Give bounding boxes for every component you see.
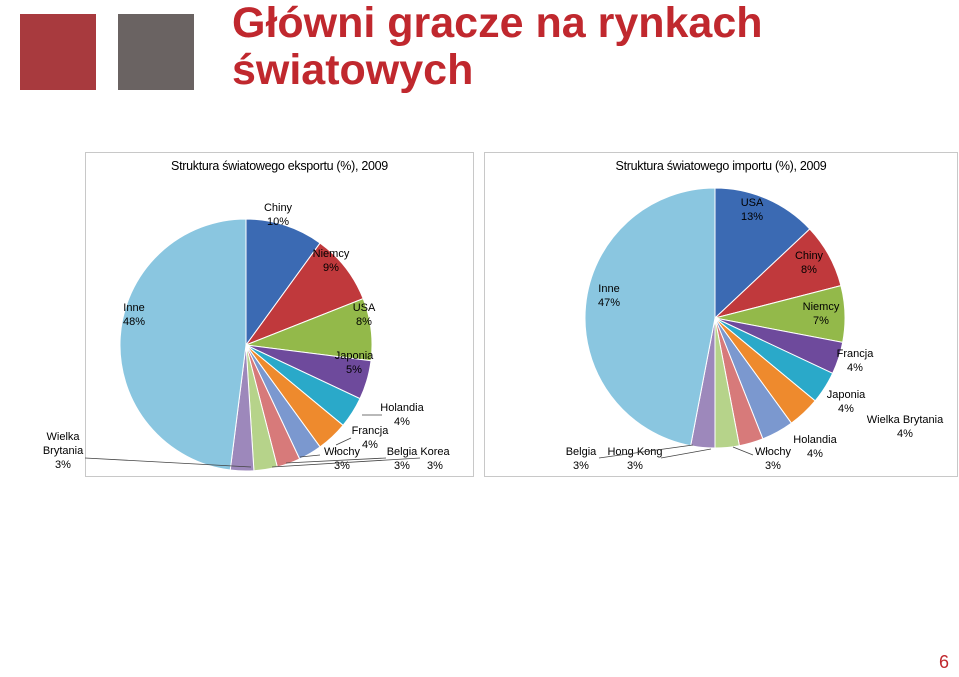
leader-line-hong-kong [660,448,712,459]
export-pie-chart: Chiny 10% Niemcy 9% USA 8% Japonia 5%Holandia 4%… [43,202,451,472]
pie-slice-inne [119,218,247,471]
import-pie-chart: USA 13%Chiny 8%Niemcy 7%Francja 4%Japonia 4%W… [566,187,944,472]
leader-line-belgia [285,457,387,464]
slice-label-holandia: Holandia 4% [793,434,837,460]
slice-label-japonia: Japonia 5% [335,350,374,376]
slice-label-chiny: Chiny 10% [264,202,293,228]
slice-label-usa: USA 8% [353,302,376,328]
slice-label-wielka-brytania: Wielka Brytania 3% [43,431,84,471]
slice-label-hong-kong: Hong Kong 3% [607,446,662,472]
slice-label-wlochy: Włochy 3% [324,446,361,472]
slice-label-inne: Inne 48% [123,302,145,328]
slice-label-inne: Inne 47% [598,283,620,309]
leader-line-wlochy [299,454,321,458]
slice-label-niemcy: Niemcy 7% [803,301,840,327]
leader-line-wlochy [732,446,754,456]
export-chart-panel: Struktura światowego eksportu (%), 2009 … [43,152,474,477]
export-chart-title: Struktura światowego eksportu (%), 2009 [171,159,388,173]
import-chart-title: Struktura światowego importu (%), 2009 [615,159,827,173]
slice-label-usa: USA 13% [741,197,764,223]
slice-label-japonia: Japonia 4% [827,389,866,415]
page-title: Główni gracze na rynkach światowych [232,0,763,94]
page-number: 6 [938,652,949,672]
slice-label-korea: Korea 3% [420,446,450,472]
slice-label-francja: Francja 4% [837,348,875,374]
slice-label-holandia: Holandia 4% [380,402,424,428]
leader-line-wielka-brytania [84,457,252,468]
decorative-red-square [20,14,96,90]
slice-label-niemcy: Niemcy 9% [313,248,350,274]
decorative-gray-square [118,14,194,90]
slice-label-belgia: Belgia 3% [387,446,418,472]
slice-label-belgia: Belgia 3% [566,446,597,472]
pie-slice-inne [584,187,716,447]
pie-slice-usa [714,187,811,320]
leader-line-belgia [598,444,694,459]
slice-label-wielka-brytania: Wielka Brytania 4% [867,414,944,440]
import-chart-panel: Struktura światowego importu (%), 2009 U… [484,152,958,477]
leader-line-francja [335,437,352,446]
pie-slice-chiny [245,218,321,347]
leader-line-korea [271,457,421,468]
slice-label-wlochy: Włochy 3% [755,446,792,472]
slice-label-francja: Francja 4% [352,425,390,451]
slice-label-chiny: Chiny 8% [795,250,824,276]
